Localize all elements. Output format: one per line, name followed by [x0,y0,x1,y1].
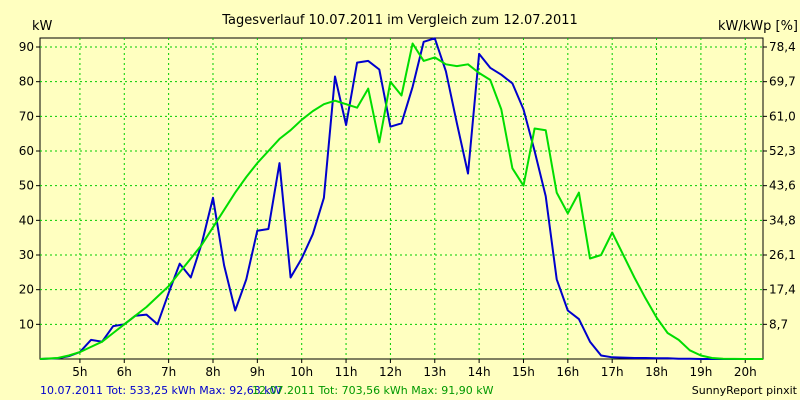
x-tick-label: 17h [601,365,624,379]
x-tick-label: 13h [423,365,446,379]
x-tick-label: 8h [205,365,220,379]
footer-series1-summary: 10.07.2011 Tot: 533,25 kWh Max: 92,63 kW [40,384,282,397]
chart-title: Tagesverlauf 10.07.2011 im Vergleich zum… [221,13,578,28]
x-tick-label: 15h [512,365,535,379]
y-axis-left-ticks: 10 20 30 40 50 60 70 80 90 [19,40,40,331]
footer-series2-summary: 12.07.2011 Tot: 703,56 kWh Max: 91,90 kW [252,384,494,397]
y-tick-label: 90 [19,40,34,54]
grid [40,38,763,359]
y2-tick-label: 17,4 [769,283,796,297]
y-axis-right-ticks: 8,7 17,4 26,1 34,8 43,6 52,3 61,0 69,7 78,4 [763,40,796,331]
y-tick-label: 20 [19,283,34,297]
y-axis-left-label: kW [32,19,53,34]
y2-tick-label: 61,0 [769,109,796,123]
x-tick-label: 11h [335,365,358,379]
y-tick-label: 70 [19,109,34,123]
series-line-1 [39,37,763,360]
x-tick-label: 9h [250,365,265,379]
y2-tick-label: 43,6 [769,179,796,193]
y2-tick-label: 78,4 [769,40,796,54]
y-tick-label: 40 [19,213,34,227]
y2-tick-label: 8,7 [769,317,788,331]
x-tick-label: 6h [117,365,132,379]
y2-tick-label: 52,3 [769,144,796,158]
x-tick-label: 18h [645,365,668,379]
series [39,37,763,360]
plot-area [39,37,764,360]
x-tick-label: 12h [379,365,402,379]
y-tick-label: 80 [19,75,34,89]
x-tick-label: 5h [72,365,87,379]
x-tick-label: 20h [734,365,757,379]
y-tick-label: 60 [19,144,34,158]
y2-tick-label: 26,1 [769,248,796,262]
y-tick-label: 50 [19,179,34,193]
x-tick-label: 19h [689,365,712,379]
x-tick-label: 16h [556,365,579,379]
x-tick-label: 10h [290,365,313,379]
x-tick-label: 7h [161,365,176,379]
footer-credit: SunnyReport pinxit [692,384,798,397]
x-axis-ticks: 5h 6h 7h 8h 9h 10h 11h 12h 13h 14h 15h 16h 17h 18h 19h… [72,359,757,379]
y-tick-label: 10 [19,317,34,331]
y2-tick-label: 34,8 [769,213,796,227]
y2-tick-label: 69,7 [769,75,796,89]
series-line-2 [39,42,763,360]
x-tick-label: 14h [468,365,491,379]
y-tick-label: 30 [19,248,34,262]
y-axis-right-label: kW/kWp [%] [718,19,798,34]
